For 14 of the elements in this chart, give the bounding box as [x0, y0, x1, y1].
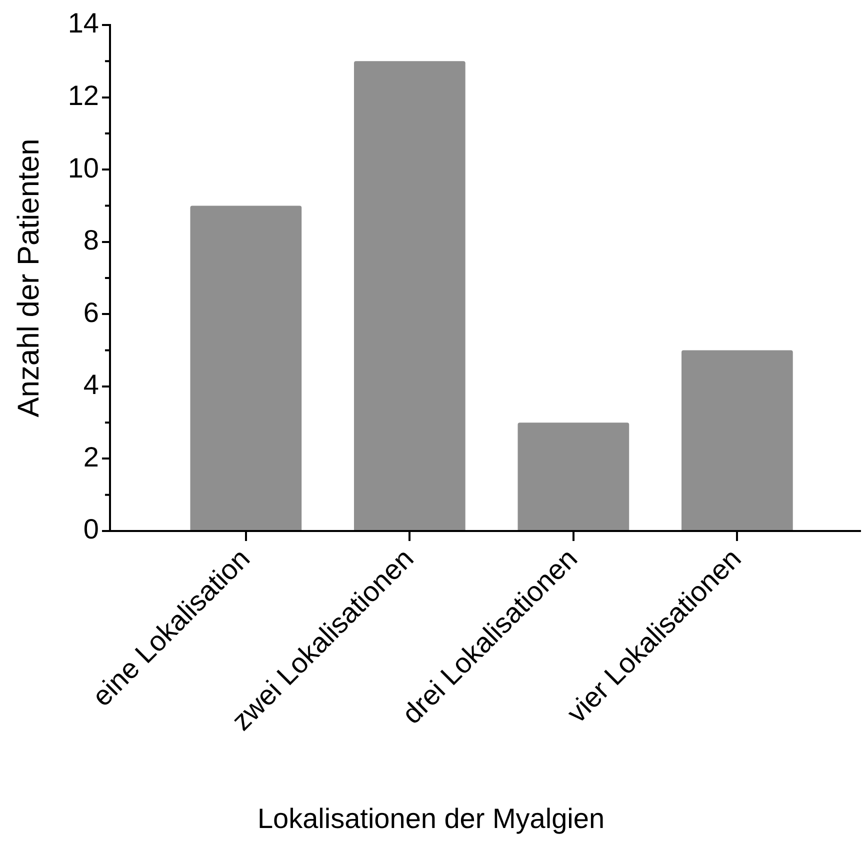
bar [518, 422, 630, 530]
y-tick-label: 2 [83, 441, 99, 472]
bar [682, 350, 793, 530]
y-axis-title: Anzahl der Patienten [12, 138, 46, 418]
x-axis-title: Lokalisationen der Myalgien [257, 803, 605, 834]
bar [190, 206, 302, 530]
y-tick-label: 14 [68, 8, 99, 39]
y-tick-label: 12 [68, 80, 99, 112]
y-tick-label: 0 [83, 514, 99, 545]
y-tick-label: 10 [68, 152, 99, 184]
y-tick-label: 6 [83, 296, 99, 328]
y-tick-label: 8 [83, 224, 99, 256]
y-tick-label: 4 [83, 369, 99, 400]
bar [354, 61, 466, 530]
